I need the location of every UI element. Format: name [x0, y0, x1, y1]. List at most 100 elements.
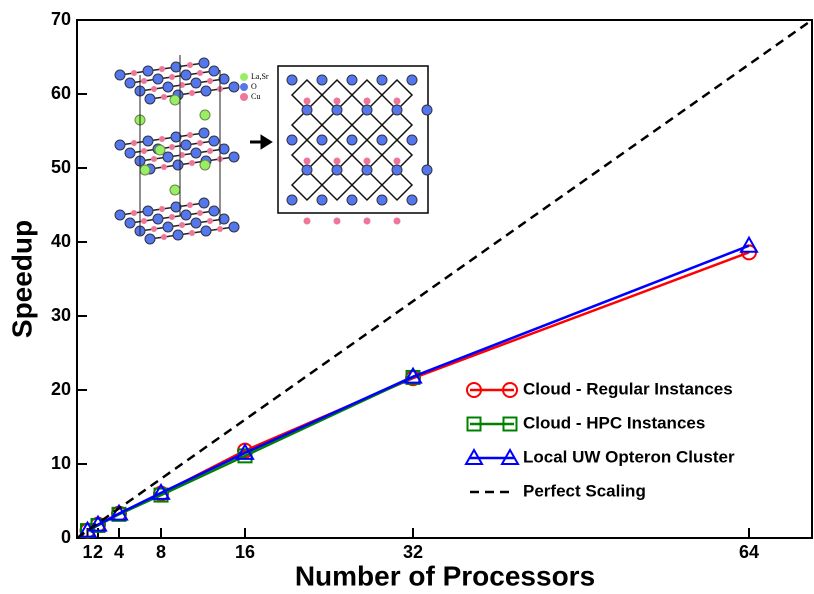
- inset-legend-label: Cu: [251, 92, 260, 101]
- atom: [200, 225, 212, 237]
- atom: [406, 74, 418, 86]
- atom: [228, 81, 240, 93]
- x-tick-label: 32: [403, 542, 423, 562]
- atom: [170, 61, 182, 73]
- marker: [403, 366, 423, 384]
- inset-legend-label: La,Sr: [251, 72, 269, 81]
- y-tick-label: 30: [51, 305, 71, 325]
- atom: [406, 194, 418, 206]
- atom: [218, 73, 230, 85]
- atom: [189, 160, 195, 166]
- atom: [393, 97, 401, 105]
- marker: [500, 447, 520, 465]
- atom: [141, 148, 147, 154]
- x-axis-title: Number of Processors: [295, 560, 595, 591]
- atom: [303, 97, 311, 105]
- marker: [405, 369, 421, 385]
- y-axis-title: Speedup: [6, 220, 37, 338]
- atom: [161, 94, 167, 100]
- y-tick-label: 50: [51, 157, 71, 177]
- atom: [131, 140, 137, 146]
- atom: [141, 78, 147, 84]
- atom: [228, 221, 240, 233]
- marker: [502, 382, 518, 398]
- atom: [198, 197, 210, 209]
- legend-label: Perfect Scaling: [523, 481, 646, 500]
- marker: [88, 514, 108, 532]
- atom: [144, 233, 156, 245]
- atom: [142, 135, 154, 147]
- atom: [228, 151, 240, 163]
- atom: [144, 93, 156, 105]
- atom: [218, 143, 230, 155]
- y-tick-label: 0: [61, 527, 71, 547]
- x-tick-label: 64: [739, 542, 759, 562]
- atom: [139, 164, 151, 176]
- atom: [162, 81, 174, 93]
- x-tick-label: 1: [82, 542, 92, 562]
- legend-label: Cloud - HPC Instances: [523, 413, 705, 432]
- atom: [376, 134, 388, 146]
- atom: [199, 109, 211, 121]
- atom: [316, 134, 328, 146]
- atom: [363, 97, 371, 105]
- atom: [333, 97, 341, 105]
- atom: [141, 218, 147, 224]
- atom: [197, 70, 203, 76]
- atom: [190, 217, 202, 229]
- atom: [190, 77, 202, 89]
- atom: [333, 217, 341, 225]
- atom: [159, 206, 165, 212]
- atom: [421, 104, 433, 116]
- atom: [199, 159, 211, 171]
- atom: [208, 135, 220, 147]
- atom: [303, 157, 311, 165]
- atom: [361, 164, 373, 176]
- atom: [218, 213, 230, 225]
- marker: [235, 442, 255, 460]
- atom: [207, 148, 213, 154]
- atom: [124, 77, 136, 89]
- atom: [187, 202, 193, 208]
- atom: [180, 139, 192, 151]
- atom: [301, 104, 313, 116]
- atom: [114, 139, 126, 151]
- atom: [189, 90, 195, 96]
- atom: [124, 217, 136, 229]
- legend-dot: [240, 73, 248, 81]
- atom: [208, 65, 220, 77]
- atom: [391, 164, 403, 176]
- atom: [151, 226, 157, 232]
- atom: [393, 217, 401, 225]
- atom: [361, 104, 373, 116]
- atom: [154, 144, 166, 156]
- marker: [502, 416, 518, 432]
- atom: [331, 104, 343, 116]
- atom: [142, 205, 154, 217]
- atom: [198, 127, 210, 139]
- atom: [187, 62, 193, 68]
- atom: [286, 134, 298, 146]
- atom: [172, 229, 184, 241]
- atom: [391, 104, 403, 116]
- marker: [464, 447, 484, 465]
- inset-legend-label: O: [251, 82, 257, 91]
- atom: [190, 147, 202, 159]
- atom: [124, 147, 136, 159]
- legend-dot: [240, 93, 248, 101]
- atom: [346, 194, 358, 206]
- atom: [161, 234, 167, 240]
- atom: [197, 140, 203, 146]
- atom: [376, 194, 388, 206]
- atom: [131, 210, 137, 216]
- atom: [189, 230, 195, 236]
- y-tick-label: 70: [51, 9, 71, 29]
- atom: [162, 221, 174, 233]
- atom: [286, 194, 298, 206]
- atom: [301, 164, 313, 176]
- atom: [169, 74, 175, 80]
- atom: [142, 65, 154, 77]
- series-line: [86, 244, 750, 532]
- atom: [198, 57, 210, 69]
